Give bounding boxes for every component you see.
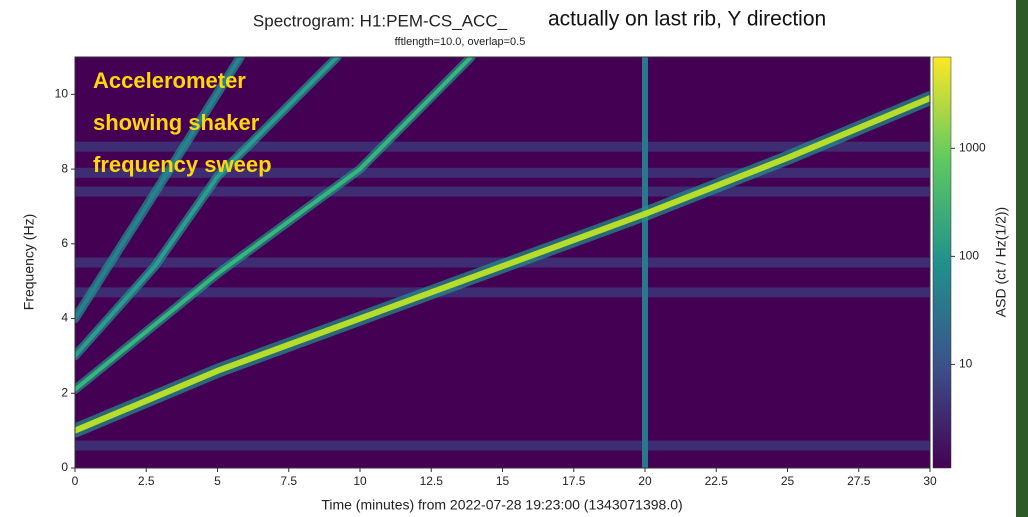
overlay-text: Accelerometer: [93, 68, 246, 93]
ridge: [75, 57, 340, 358]
colorbar-tick-label: 10: [959, 357, 973, 371]
x-tick-label: 2.5: [138, 474, 155, 488]
x-tick-label: 12.5: [420, 474, 444, 488]
x-tick-label: 7.5: [280, 474, 297, 488]
ridge: [75, 57, 474, 392]
line-band: [75, 287, 930, 298]
chart-subtitle: fftlength=10.0, overlap=0.5: [395, 36, 526, 48]
x-tick-label: 15: [496, 474, 510, 488]
y-tick-label: 0: [61, 460, 68, 474]
colorbar-label: ASD (ct / Hz(1/2)): [993, 207, 1009, 317]
y-tick-label: 10: [55, 87, 69, 101]
x-tick-label: 22.5: [705, 474, 729, 488]
spectrogram-content: [75, 57, 930, 468]
chart-title: Spectrogram: H1:PEM-CS_ACC_: [253, 11, 508, 30]
colorbar-tick-label: 1000: [959, 140, 986, 154]
x-tick-label: 5: [214, 474, 221, 488]
x-tick-label: 10: [353, 474, 367, 488]
x-tick-label: 25: [781, 474, 795, 488]
annotation-box: [540, 4, 920, 36]
x-tick-label: 20: [638, 474, 652, 488]
ridge: [75, 95, 930, 434]
line-band: [75, 141, 930, 152]
edge-strip: [1016, 0, 1028, 517]
line-band: [75, 186, 930, 197]
x-tick-label: 27.5: [847, 474, 871, 488]
x-tick-label: 0: [72, 474, 79, 488]
overlay-text: frequency sweep: [93, 152, 272, 177]
broadband-line: [642, 57, 648, 468]
line-band: [75, 440, 930, 451]
x-axis-label: Time (minutes) from 2022-07-28 19:23:00 …: [321, 497, 682, 513]
y-axis-label: Frequency (Hz): [21, 214, 37, 310]
line-band: [75, 167, 930, 178]
y-tick-label: 2: [61, 385, 68, 399]
ridge: [75, 57, 243, 321]
y-tick-label: 4: [61, 311, 68, 325]
y-tick-label: 6: [61, 236, 68, 250]
x-tick-label: 17.5: [562, 474, 586, 488]
x-tick-label: 30: [923, 474, 937, 488]
colorbar: [932, 56, 952, 469]
y-tick-label: 8: [61, 161, 68, 175]
overlay-text: showing shaker: [93, 110, 260, 135]
colorbar-tick-label: 100: [959, 249, 979, 263]
annotation: actually on last rib, Y direction: [548, 8, 826, 31]
